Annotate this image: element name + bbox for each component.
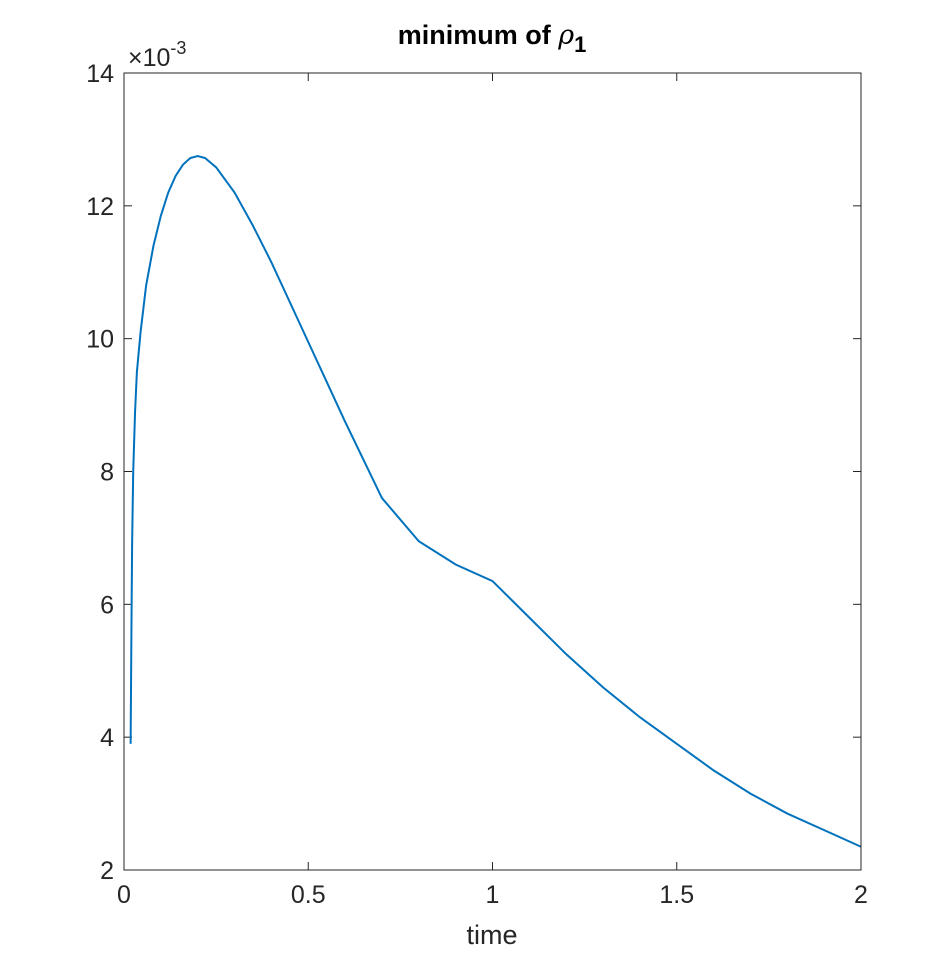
y-tick-label: 4: [100, 724, 114, 752]
y-tick-label: 10: [86, 326, 114, 354]
series-line: [129, 154, 862, 848]
y-exponent: ×10-3: [128, 38, 186, 72]
y-tick-label: 14: [86, 60, 114, 88]
x-tick-label: 0.5: [291, 881, 326, 909]
title-prefix: minimum of: [398, 20, 559, 50]
x-tick-label: 1.5: [659, 881, 694, 909]
y-tick-label: 12: [86, 193, 114, 221]
chart-title: minimum of ρ1: [398, 20, 587, 57]
x-tick-labels: 0 0.5 1 1.5 2: [117, 881, 868, 909]
y-tick-labels: 2 4 6 8 10 12 14: [86, 60, 114, 885]
x-tick-label: 2: [854, 881, 868, 909]
x-axis-label: time: [466, 920, 517, 950]
x-tick-label: 1: [486, 881, 500, 909]
y-tick-label: 8: [100, 459, 114, 487]
title-symbol: ρ: [557, 20, 574, 51]
y-exponent-power: -3: [170, 38, 186, 58]
title-subscript: 1: [574, 32, 586, 57]
plot-area: [124, 73, 861, 870]
x-tick-label: 0: [117, 881, 131, 909]
axes-box: [123, 72, 862, 871]
y-exponent-base: ×10: [128, 44, 170, 72]
y-tick-label: 6: [100, 591, 114, 619]
y-tick-label: 2: [100, 857, 114, 885]
